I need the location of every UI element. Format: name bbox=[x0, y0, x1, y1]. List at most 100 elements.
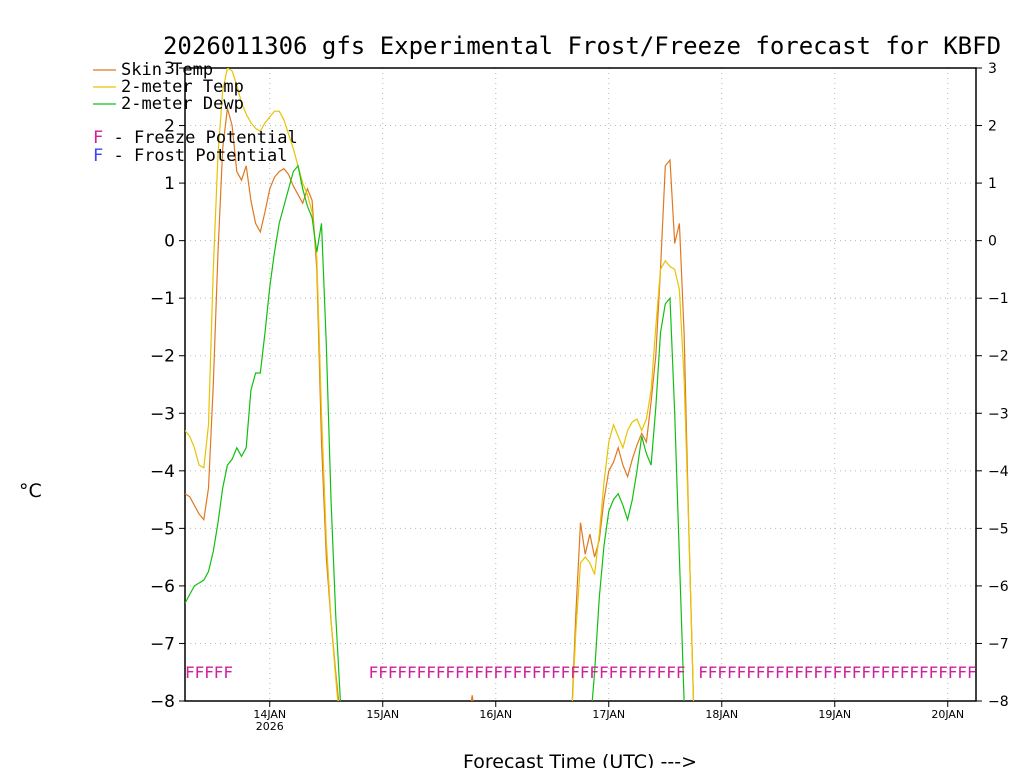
freeze-marker: F bbox=[532, 663, 542, 682]
freeze-marker: F bbox=[823, 663, 833, 682]
freeze-marker: F bbox=[223, 663, 233, 682]
freeze-marker: F bbox=[676, 663, 686, 682]
freeze-marker: F bbox=[666, 663, 676, 682]
y-tick-label-left: −4 bbox=[150, 462, 175, 482]
frost-letter: F bbox=[93, 146, 103, 166]
freeze-marker: F bbox=[785, 663, 795, 682]
freeze-marker: F bbox=[522, 663, 532, 682]
x-tick-label: 17JAN bbox=[592, 708, 625, 721]
freeze-marker: F bbox=[938, 663, 948, 682]
y-axis-label: °C bbox=[19, 480, 42, 502]
y-tick-label-left: 2 bbox=[164, 117, 175, 137]
y-axis-left: −8 −7 −6 −5 −4 −3 −2 −1 0 1 2 3 bbox=[150, 59, 185, 712]
y-tick-label-left: −8 bbox=[150, 692, 175, 712]
x-tick-label: 19JAN bbox=[818, 708, 851, 721]
freeze-marker: F bbox=[214, 663, 224, 682]
freeze-marker: F bbox=[657, 663, 667, 682]
y-tick-label-right: −6 bbox=[988, 579, 1009, 595]
freeze-marker: F bbox=[871, 663, 881, 682]
y-tick-label-right: −5 bbox=[988, 521, 1009, 537]
x-axis-label: Forecast Time (UTC) ---> bbox=[463, 751, 697, 768]
freeze-marker: F bbox=[804, 663, 814, 682]
freeze-marker: F bbox=[436, 663, 446, 682]
freeze-marker: F bbox=[628, 663, 638, 682]
freeze-marker: F bbox=[493, 663, 503, 682]
series-line-2-meter-temp bbox=[185, 68, 695, 701]
freeze-marker: F bbox=[465, 663, 475, 682]
freeze-marker: F bbox=[637, 663, 647, 682]
freeze-marker: F bbox=[717, 663, 727, 682]
freeze-marker: F bbox=[756, 663, 766, 682]
freeze-marker: F bbox=[698, 663, 708, 682]
frost-label: - Frost Potential bbox=[103, 146, 287, 166]
freeze-marker: F bbox=[561, 663, 571, 682]
freeze-marker: F bbox=[813, 663, 823, 682]
freeze-marker: F bbox=[881, 663, 891, 682]
freeze-marker: F bbox=[589, 663, 599, 682]
freeze-marker: F bbox=[909, 663, 919, 682]
grid-lines bbox=[185, 68, 976, 701]
y-tick-label-right: −8 bbox=[988, 694, 1009, 710]
freeze-marker: F bbox=[890, 663, 900, 682]
freeze-marker: F bbox=[737, 663, 747, 682]
legend-label-skin-temp: Skin Temp bbox=[121, 60, 213, 80]
freeze-marker: F bbox=[570, 663, 580, 682]
y-axis-right: −8 −7 −6 −5 −4 −3 −2 −1 0 1 2 3 bbox=[976, 61, 1009, 710]
freeze-marker: F bbox=[397, 663, 407, 682]
x-tick-label: 16JAN bbox=[479, 708, 512, 721]
y-tick-label-right: −7 bbox=[988, 636, 1009, 652]
freeze-marker: F bbox=[484, 663, 494, 682]
y-tick-label-right: 0 bbox=[988, 234, 997, 250]
y-tick-label-right: −1 bbox=[988, 291, 1009, 307]
y-tick-label-left: −3 bbox=[150, 404, 175, 424]
plot-frame bbox=[184, 67, 977, 702]
freeze-marker: F bbox=[746, 663, 756, 682]
y-tick-label-right: 3 bbox=[988, 61, 997, 77]
freeze-marker: F bbox=[833, 663, 843, 682]
legend-label-2m-dewp: 2-meter Dewp bbox=[121, 94, 244, 114]
freeze-marker: F bbox=[407, 663, 417, 682]
y-tick-label-left: −7 bbox=[150, 634, 175, 654]
freeze-marker: F bbox=[647, 663, 657, 682]
freeze-marker: F bbox=[474, 663, 484, 682]
y-tick-label-left: −6 bbox=[150, 577, 175, 597]
freeze-marker: F bbox=[551, 663, 561, 682]
y-tick-label-right: −4 bbox=[988, 464, 1009, 480]
legend-label-2m-temp: 2-meter Temp bbox=[121, 77, 244, 97]
y-tick-label-left: 0 bbox=[164, 232, 175, 252]
freeze-marker: F bbox=[378, 663, 388, 682]
freeze-marker: F bbox=[369, 663, 379, 682]
y-tick-label-right: −3 bbox=[988, 406, 1009, 422]
y-tick-label-right: −2 bbox=[988, 349, 1009, 365]
freeze-letter: F bbox=[93, 128, 103, 148]
freeze-marker: F bbox=[455, 663, 465, 682]
chart-title: 2026011306 gfs Experimental Frost/Freeze… bbox=[163, 32, 1001, 60]
freeze-marker: F bbox=[842, 663, 852, 682]
freeze-marker: F bbox=[580, 663, 590, 682]
series-line-2-meter-dewp bbox=[185, 164, 685, 701]
freeze-marker: F bbox=[618, 663, 628, 682]
freeze-marker: F bbox=[948, 663, 958, 682]
freeze-label: - Freeze Potential bbox=[103, 128, 297, 148]
y-tick-label-right: 2 bbox=[988, 119, 997, 135]
freeze-marker: F bbox=[967, 663, 977, 682]
y-tick-label-right: 1 bbox=[988, 176, 997, 192]
legend-freeze-potential: F - Freeze Potential bbox=[93, 128, 298, 148]
freeze-marker: F bbox=[541, 663, 551, 682]
freeze-marker: F bbox=[708, 663, 718, 682]
freeze-marker: F bbox=[204, 663, 214, 682]
freeze-marker: F bbox=[513, 663, 523, 682]
freeze-marker: F bbox=[765, 663, 775, 682]
x-tick-label: 20JAN bbox=[931, 708, 964, 721]
freeze-marker: F bbox=[775, 663, 785, 682]
freeze-marker: F bbox=[957, 663, 967, 682]
freeze-marker: F bbox=[900, 663, 910, 682]
freeze-marker: F bbox=[852, 663, 862, 682]
y-tick-label-left: −1 bbox=[150, 289, 175, 309]
freeze-marker: F bbox=[185, 663, 195, 682]
legend-frost-potential: F - Frost Potential bbox=[93, 146, 287, 166]
x-tick-label: 14JAN bbox=[253, 708, 286, 721]
